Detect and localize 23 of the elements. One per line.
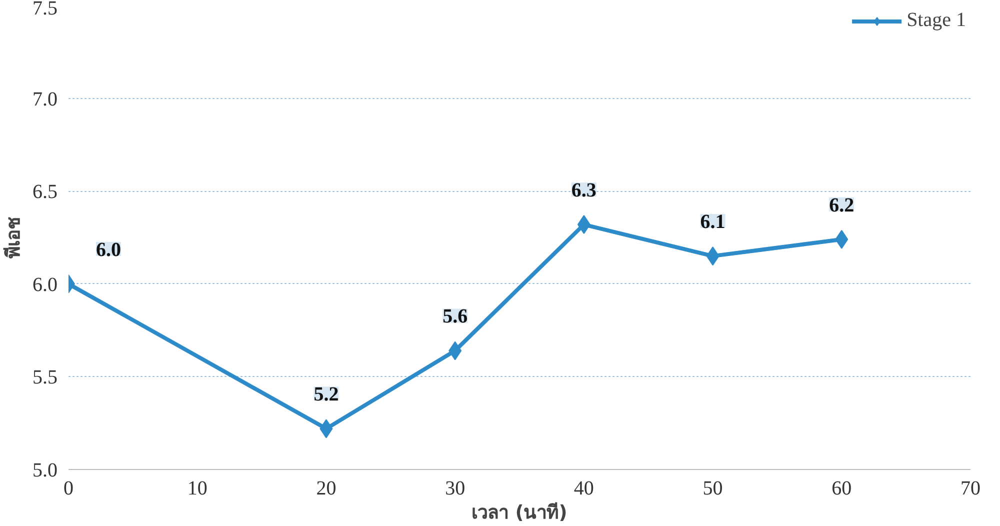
x-tick-label: 70 — [960, 478, 980, 500]
y-tick-label: 6.5 — [32, 181, 58, 204]
y-tick-label: 5.5 — [32, 366, 58, 389]
x-tick-label: 10 — [187, 478, 208, 500]
y-tick-label: 7.0 — [32, 88, 58, 110]
x-axis-title: เวลา (นาที) — [472, 502, 568, 524]
y-tick-label: 7.5 — [32, 0, 58, 20]
data-label: 6.0 — [96, 238, 121, 261]
x-tick-label: 0 — [64, 478, 74, 500]
x-tick-label: 50 — [702, 478, 723, 500]
x-tick-label: 40 — [574, 478, 594, 500]
data-label: 6.2 — [829, 194, 854, 216]
y-axis-title: พีเอช — [2, 216, 24, 258]
x-tick-label: 60 — [832, 478, 852, 500]
data-label: 6.3 — [571, 180, 596, 202]
data-label: 5.6 — [442, 306, 468, 328]
data-label: 6.1 — [700, 211, 726, 234]
y-tick-label: 6.0 — [32, 274, 58, 296]
data-label: 5.2 — [314, 384, 339, 406]
x-tick-label: 30 — [445, 478, 466, 500]
x-tick-label: 20 — [316, 478, 336, 500]
legend-label: Stage 1 — [906, 9, 966, 32]
y-tick-label: 5.0 — [32, 460, 58, 482]
